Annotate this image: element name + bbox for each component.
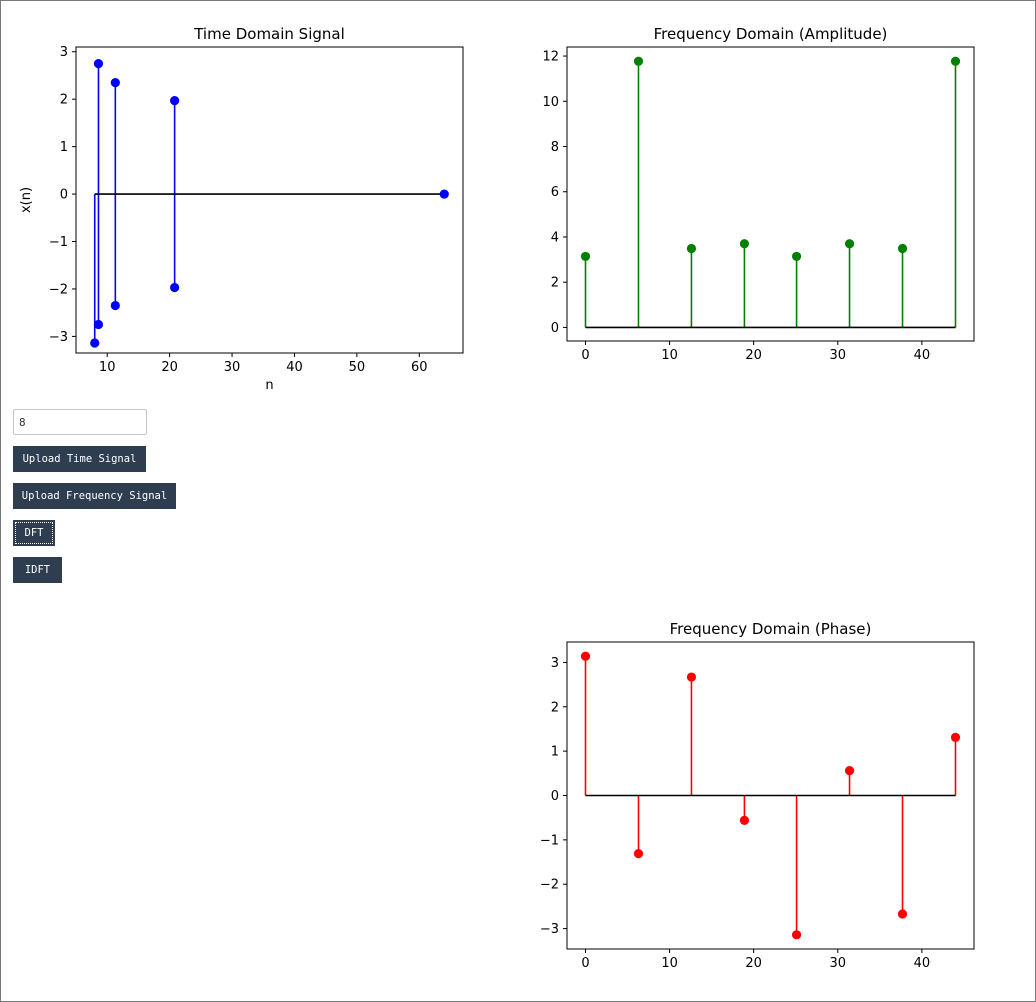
stem-marker <box>897 909 908 919</box>
stem-marker <box>739 815 750 825</box>
y-tick-label: 10 <box>542 95 559 110</box>
stem-marker <box>110 300 120 311</box>
stem-marker <box>110 77 120 88</box>
x-tick-label: 0 <box>581 956 589 971</box>
y-tick-label: 6 <box>551 185 559 200</box>
stem-marker <box>844 766 855 776</box>
stem-marker <box>170 96 180 106</box>
y-tick-label: 3 <box>60 45 68 60</box>
x-tick-label: 40 <box>286 360 303 375</box>
stem-marker <box>170 282 180 293</box>
y-tick-label: 0 <box>60 188 68 203</box>
x-tick-label: 20 <box>745 956 762 971</box>
y-axis-label: x(n) <box>19 187 34 213</box>
stem-marker <box>686 243 697 254</box>
x-axis-label: n <box>265 378 273 393</box>
stem-marker <box>633 56 644 66</box>
chart-title: Frequency Domain (Phase) <box>670 620 872 638</box>
plot-frame <box>75 46 464 354</box>
chart-title: Time Domain Signal <box>193 25 345 43</box>
stem-marker <box>897 243 908 254</box>
y-tick-label: 8 <box>551 140 559 155</box>
y-tick-label: −2 <box>540 878 559 893</box>
stem-marker <box>739 239 750 249</box>
x-tick-label: 20 <box>745 348 762 363</box>
stem-marker <box>439 189 449 199</box>
y-tick-label: 1 <box>60 140 68 155</box>
x-tick-label: 10 <box>661 348 678 363</box>
y-tick-label: −1 <box>540 833 559 848</box>
y-tick-label: 2 <box>551 276 559 291</box>
dft-button[interactable]: DFT <box>13 520 55 546</box>
y-tick-label: −3 <box>540 922 559 937</box>
y-tick-label: 0 <box>551 789 559 804</box>
phase-plot: Frequency Domain (Phase) 0 10 20 30 40 −3 −2 −1 0… <box>540 620 975 971</box>
x-tick-label: 10 <box>661 956 678 971</box>
x-tick-label: 0 <box>581 348 589 363</box>
x-tick-label: 10 <box>99 360 116 375</box>
stem-marker <box>791 251 802 262</box>
upload-frequency-signal-button[interactable]: Upload Frequency Signal <box>13 483 176 509</box>
stem-marker <box>633 849 644 859</box>
y-tick-label: −3 <box>49 330 68 345</box>
stem-marker <box>950 732 961 742</box>
upload-time-signal-button[interactable]: Upload Time Signal <box>13 446 146 472</box>
chart-title: Frequency Domain (Amplitude) <box>654 25 888 43</box>
y-tick-label: 2 <box>551 700 559 715</box>
plot-frame <box>566 46 975 342</box>
x-tick-label: 30 <box>829 956 846 971</box>
y-tick-label: 12 <box>542 50 559 65</box>
stem-marker <box>791 930 802 940</box>
x-tick-label: 40 <box>914 956 931 971</box>
y-tick-label: 3 <box>551 656 559 671</box>
stem-marker <box>686 672 697 682</box>
y-tick-label: 1 <box>551 745 559 760</box>
y-tick-label: 2 <box>60 93 68 108</box>
stem-marker <box>950 56 961 66</box>
n-points-input[interactable] <box>13 409 147 435</box>
idft-button[interactable]: IDFT <box>13 557 62 583</box>
stem-marker <box>93 319 104 330</box>
x-tick-label: 30 <box>829 348 846 363</box>
y-tick-label: 4 <box>551 230 559 245</box>
y-tick-label: −2 <box>49 282 68 297</box>
stem-marker <box>844 239 855 249</box>
x-tick-label: 40 <box>914 348 931 363</box>
stem-marker <box>90 338 100 348</box>
time-domain-plot: Time Domain Signal 10 20 30 40 50 60 −3 −2 −1 0 1 2 3… <box>19 25 464 393</box>
x-tick-label: 60 <box>411 360 428 375</box>
stem-marker <box>580 251 591 262</box>
stem-marker <box>93 59 104 69</box>
y-tick-label: 0 <box>551 321 559 336</box>
x-tick-label: 20 <box>161 360 178 375</box>
y-tick-label: −1 <box>49 235 68 250</box>
amplitude-plot: Frequency Domain (Amplitude) 0 10 20 30 40 0 2 4… <box>542 25 975 363</box>
stem-marker <box>580 651 591 661</box>
x-tick-label: 30 <box>224 360 241 375</box>
x-tick-label: 50 <box>349 360 366 375</box>
